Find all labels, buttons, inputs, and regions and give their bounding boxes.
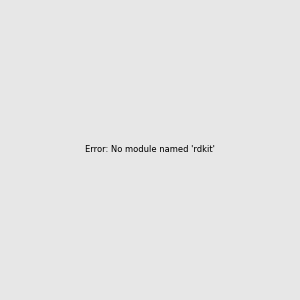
Text: Error: No module named 'rdkit': Error: No module named 'rdkit' — [85, 146, 215, 154]
